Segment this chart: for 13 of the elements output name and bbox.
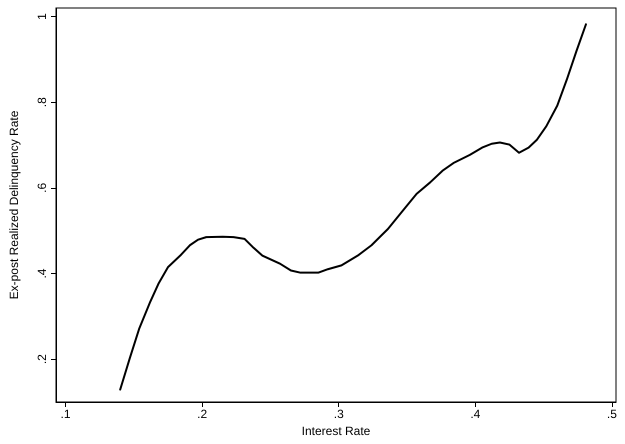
y-tick-label: .8 [35, 96, 49, 108]
y-tick-label: 1 [35, 12, 49, 20]
x-tick-label: .1 [60, 407, 71, 421]
x-tick-label: .2 [197, 407, 208, 421]
y-tick-label: .2 [35, 354, 49, 364]
y-tick-label: .4 [35, 268, 49, 279]
y-axis-title: Ex-post Realized Delinquency Rate [7, 110, 21, 300]
x-tick-label: .5 [606, 407, 618, 421]
x-tick-label: .4 [470, 407, 481, 421]
y-tick-label: .6 [35, 182, 49, 193]
line-series [119, 23, 587, 391]
x-tick-label: .3 [334, 407, 344, 421]
x-axis-title: Interest Rate [302, 424, 371, 438]
